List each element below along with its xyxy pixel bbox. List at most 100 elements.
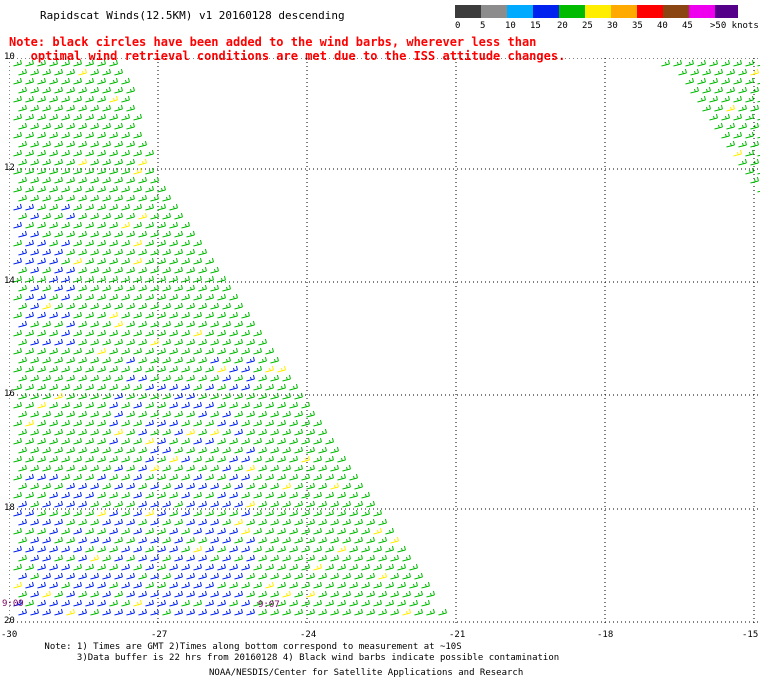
wind-barb xyxy=(145,437,154,445)
wind-barb xyxy=(661,59,670,67)
wind-barb xyxy=(66,572,75,580)
wind-barb xyxy=(318,482,327,490)
wind-barb xyxy=(150,410,159,418)
wind-barb xyxy=(198,482,207,490)
wind-barb xyxy=(66,338,75,346)
wind-barb xyxy=(193,527,202,535)
wind-barb xyxy=(78,230,87,238)
wind-barb xyxy=(73,293,82,301)
wind-barb xyxy=(126,86,135,94)
wind-barb xyxy=(145,473,154,481)
wind-barb xyxy=(193,329,202,337)
wind-barb xyxy=(42,338,51,346)
wind-barb xyxy=(90,500,99,508)
wind-barb xyxy=(265,509,274,517)
wind-barb xyxy=(49,113,58,121)
wind-barb xyxy=(282,446,291,454)
wind-barb xyxy=(126,356,135,364)
wind-barb xyxy=(78,158,87,166)
wind-barb xyxy=(186,482,195,490)
wind-barb xyxy=(301,419,310,427)
wind-barb xyxy=(90,518,99,526)
wind-barb xyxy=(349,473,358,481)
wind-barb xyxy=(30,248,39,256)
wind-barb xyxy=(253,365,262,373)
wind-barb xyxy=(145,563,154,571)
wind-barb xyxy=(138,176,147,184)
wind-barb xyxy=(42,536,51,544)
wind-barb xyxy=(25,437,34,445)
wind-barb xyxy=(313,527,322,535)
wind-barb xyxy=(102,194,111,202)
wind-barb xyxy=(138,248,147,256)
wind-barb xyxy=(270,446,279,454)
wind-barb xyxy=(234,572,243,580)
wind-barb xyxy=(78,122,87,130)
wind-barb xyxy=(78,320,87,328)
wind-barb xyxy=(198,536,207,544)
wind-barb xyxy=(42,446,51,454)
wind-barb xyxy=(145,347,154,355)
wind-barb xyxy=(25,581,34,589)
wind-barb xyxy=(18,320,27,328)
wind-barb xyxy=(738,140,747,148)
wind-barb xyxy=(205,545,214,553)
wind-barb xyxy=(121,95,130,103)
wind-barb xyxy=(133,275,142,283)
wind-barb xyxy=(234,536,243,544)
wind-barb xyxy=(138,428,147,436)
wind-barb xyxy=(277,527,286,535)
wind-barb xyxy=(66,554,75,562)
wind-barb xyxy=(174,590,183,598)
map-title: Rapidscat Winds(12.5KM) v1 20160128 desc… xyxy=(40,9,345,22)
wind-barb xyxy=(13,347,22,355)
wind-barb xyxy=(102,410,111,418)
wind-barb xyxy=(222,338,231,346)
wind-barb xyxy=(217,545,226,553)
wind-barb xyxy=(25,59,34,67)
wind-barb xyxy=(685,59,694,67)
wind-barb xyxy=(217,347,226,355)
wind-barb xyxy=(49,77,58,85)
wind-barb xyxy=(114,500,123,508)
wind-barb xyxy=(241,347,250,355)
wind-barb xyxy=(265,401,274,409)
wind-barb xyxy=(246,554,255,562)
wind-barb xyxy=(97,563,106,571)
wind-barb xyxy=(349,545,358,553)
wind-barb xyxy=(402,608,411,616)
wind-barb xyxy=(757,100,760,103)
wind-barb xyxy=(193,293,202,301)
wind-barb xyxy=(126,320,135,328)
wind-barb xyxy=(25,527,34,535)
wind-barb xyxy=(361,581,370,589)
wind-barb xyxy=(109,509,118,517)
wind-barb xyxy=(229,563,238,571)
wind-barb xyxy=(294,572,303,580)
wind-barb xyxy=(30,230,39,238)
wind-barb xyxy=(241,599,250,607)
wind-barb xyxy=(109,77,118,85)
wind-barb xyxy=(721,131,730,139)
wind-barb xyxy=(234,410,243,418)
wind-barb xyxy=(198,266,207,274)
wind-barb xyxy=(162,230,171,238)
wind-barb xyxy=(138,608,147,616)
wind-barb xyxy=(121,383,130,391)
latitude-label: 18 xyxy=(4,503,15,513)
wind-barb xyxy=(282,608,291,616)
wind-barb xyxy=(169,239,178,247)
wind-barb xyxy=(145,203,154,211)
wind-barb xyxy=(241,401,250,409)
wind-barb xyxy=(49,59,58,67)
wind-barb xyxy=(205,563,214,571)
wind-barb xyxy=(42,554,51,562)
wind-barb xyxy=(66,410,75,418)
wind-barb xyxy=(66,482,75,490)
wind-barb xyxy=(414,590,423,598)
wind-barb-map xyxy=(9,58,760,625)
wind-barb xyxy=(126,572,135,580)
wind-barb xyxy=(397,599,406,607)
wind-barb xyxy=(102,446,111,454)
wind-barb xyxy=(229,581,238,589)
